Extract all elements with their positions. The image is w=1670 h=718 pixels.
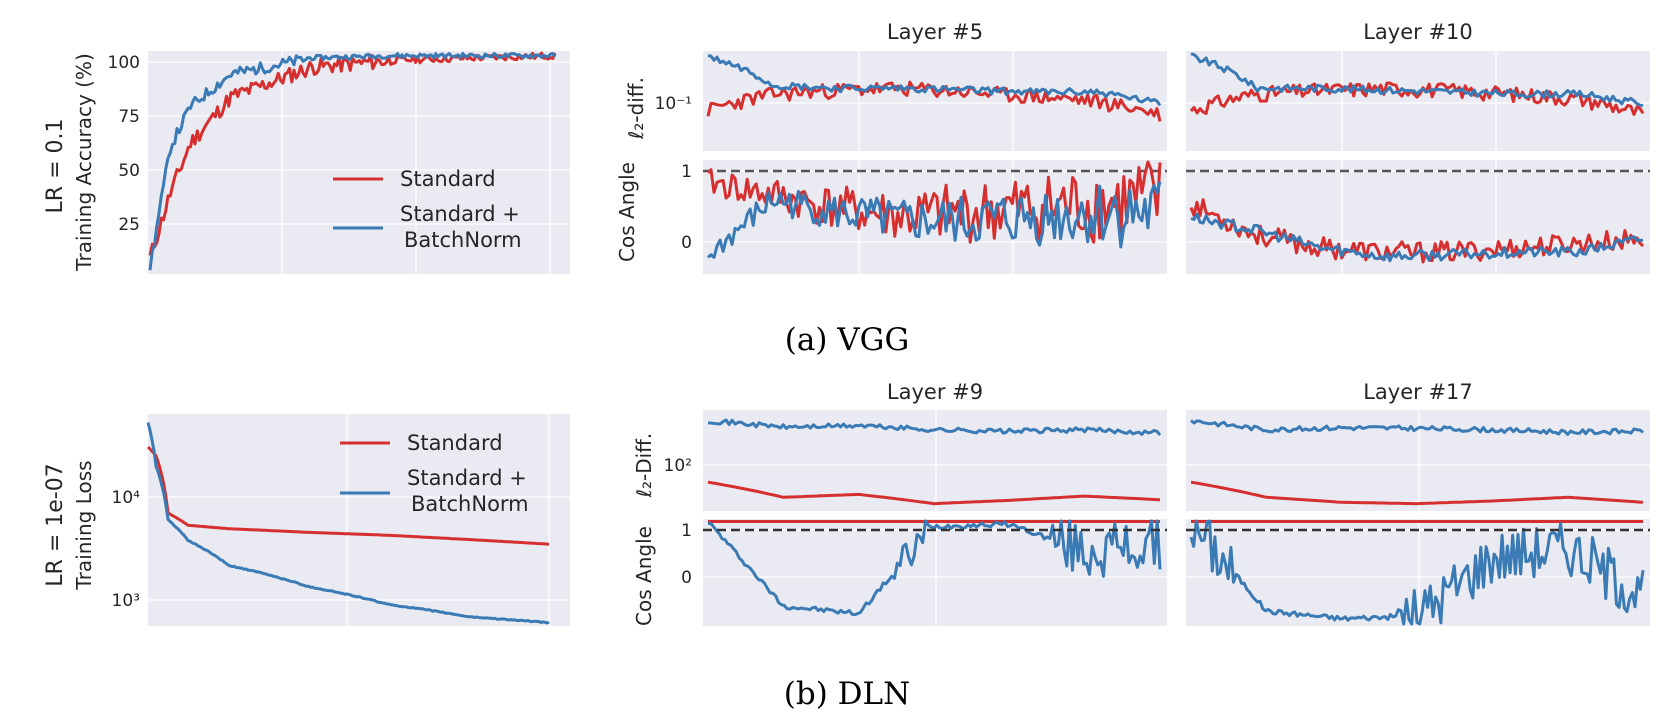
- dln-loss-lines: [146, 422, 550, 625]
- dln-legend-standard-label: Standard: [407, 431, 503, 455]
- dln-l9-diff-batchnorm: [707, 418, 1162, 437]
- vgg-layer10-cos-lines: [1189, 198, 1645, 264]
- vgg-accuracy-panel: [148, 51, 570, 274]
- dln-caption: (b) DLN: [784, 676, 910, 712]
- vgg-legend: Standard Standard + BatchNorm: [333, 167, 522, 252]
- row-dln: 10⁴ 10³ LR = 1e-07 Training Loss Standar…: [43, 380, 1650, 712]
- vgg-accuracy-ylabel: Training Accuracy (%): [72, 53, 96, 272]
- dln-loss-tick-1e4: 10⁴: [112, 488, 141, 508]
- vgg-cos-tick-1: 1: [681, 162, 692, 182]
- dln-loss-ylabel: Training Loss: [72, 460, 96, 590]
- dln-legend-batchnorm-label-1: Standard +: [407, 466, 527, 490]
- vgg-l10-cos-standard: [1189, 198, 1645, 264]
- vgg-diff-tick: 10⁻¹: [655, 94, 692, 114]
- vgg-diff-ylabel: ℓ₂-diff.: [624, 77, 648, 140]
- vgg-layer10-cos-panel: [1186, 160, 1650, 274]
- vgg-acc-batchnorm-line: [148, 52, 557, 271]
- vgg-cos-tick-0: 0: [681, 233, 692, 253]
- dln-lr-label: LR = 1e-07: [43, 463, 68, 586]
- legend-batchnorm-label-2: BatchNorm: [404, 228, 522, 252]
- dln-layer17-cos-lines: [1186, 519, 1650, 626]
- dln-layer9-cos-lines: [703, 519, 1167, 617]
- vgg-l10-diff-batchnorm: [1190, 52, 1644, 108]
- dln-legend-batchnorm-label-2: BatchNorm: [411, 492, 529, 516]
- dln-loss-tick-1e3: 10³: [112, 591, 140, 611]
- vgg-cos-ylabel: Cos Angle: [615, 162, 639, 262]
- dln-l17-diff-batchnorm: [1190, 419, 1644, 436]
- vgg-l10-cos-batchnorm: [1190, 212, 1644, 263]
- dln-loss-standard-line: [146, 445, 550, 546]
- vgg-layer5-title: Layer #5: [887, 20, 983, 44]
- legend-batchnorm-label-1: Standard +: [400, 202, 520, 226]
- dln-l17-cos-batchnorm: [1189, 519, 1645, 626]
- dln-diff-tick: 10²: [664, 456, 692, 476]
- vgg-acc-tick-50: 50: [118, 161, 140, 181]
- legend-standard-label: Standard: [400, 167, 496, 191]
- vgg-layer5-diff-lines: [706, 54, 1162, 122]
- vgg-layer5-cos-lines: [706, 160, 1162, 259]
- vgg-layer10-diff-lines: [1189, 52, 1645, 116]
- dln-diff-ylabel: ℓ₂-Diff.: [632, 433, 656, 499]
- dln-l9-cos-batchnorm: [707, 519, 1162, 617]
- vgg-acc-tick-25: 25: [118, 215, 140, 235]
- vgg-lr-label: LR = 0.1: [43, 119, 68, 214]
- dln-loss-panel: [148, 414, 570, 626]
- vgg-caption: (a) VGG: [785, 322, 909, 358]
- dln-layer17-title: Layer #17: [1363, 380, 1473, 404]
- vgg-l5-diff-batchnorm: [707, 54, 1162, 107]
- dln-cos-tick-1: 1: [681, 521, 692, 541]
- dln-legend: Standard Standard + BatchNorm: [340, 431, 529, 516]
- dln-l17-diff-standard: [1190, 480, 1644, 506]
- vgg-layer10-title: Layer #10: [1363, 20, 1473, 44]
- row-vgg: 100 75 50 25 LR = 0.1 Training Accuracy …: [43, 20, 1650, 358]
- vgg-acc-tick-100: 100: [108, 53, 140, 73]
- vgg-acc-tick-75: 75: [118, 107, 140, 127]
- vgg-l10-diff-standard: [1189, 81, 1645, 116]
- dln-cos-tick-0: 0: [681, 568, 692, 588]
- dln-layer9-title: Layer #9: [887, 380, 983, 404]
- vgg-accuracy-lines: [148, 51, 557, 271]
- dln-loss-batchnorm-line: [146, 422, 550, 625]
- dln-cos-ylabel: Cos Angle: [632, 526, 656, 626]
- vgg-l5-cos-batchnorm: [706, 181, 1162, 259]
- dln-layer9-cos-panel: [703, 519, 1167, 626]
- dln-l9-diff-standard: [707, 480, 1161, 506]
- dln-layer9-diff-lines: [707, 418, 1162, 506]
- dln-layer17-diff-lines: [1190, 419, 1644, 506]
